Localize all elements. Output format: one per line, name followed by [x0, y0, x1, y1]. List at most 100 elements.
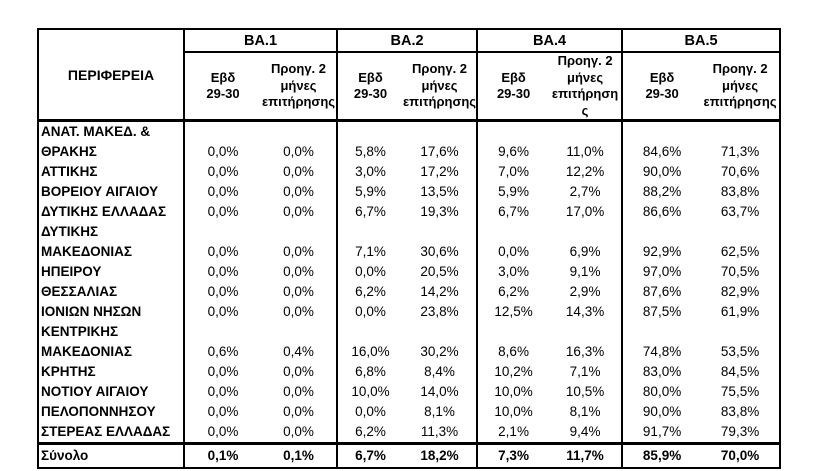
- table-row: ΝΟΤΙΟΥ ΑΙΓΑΙΟΥ 0,0% 0,0% 10,0% 14,0% 10,0% 10,…: [38, 382, 780, 402]
- table-row: ΚΕΝΤΡΙΚΗΣ ΜΑΚΕΔΟΝΙΑΣ 0,6% 0,4% 16,0% 30,2% 8,…: [38, 322, 780, 362]
- value-cell: 9,6%: [476, 120, 550, 162]
- subheader-week-ba2: Εβδ 29-30: [336, 52, 403, 122]
- value-cell: 8,1%: [424, 404, 455, 419]
- value-cell: 84,6%: [621, 120, 702, 162]
- value-cell: 92,9%: [621, 222, 702, 262]
- value-cell: 5,9%: [336, 182, 403, 202]
- value-cell: 12,2%: [565, 164, 605, 179]
- value-cell: 0,0%: [183, 162, 261, 182]
- value-cell: 14,0%: [420, 384, 459, 399]
- table-row: ΠΕΛΟΠΟΝΝΗΣΟΥ 0,0% 0,0% 0,0% 8,1% 10,0% 8,1% 90,…: [38, 402, 780, 422]
- total-row: Σύνολο 0,1% 0,1% 6,7% 18,2% 7,3% 11,7% 85,9% 70,…: [38, 442, 781, 468]
- value-cell: 8,1%: [569, 404, 601, 419]
- column-group-ba5: BA.5: [621, 29, 781, 53]
- table-row: ΑΝΑΤ. ΜΑΚΕΔ. & ΘΡΑΚΗΣ 0,0% 0,0% 5,8% 17,6% 9,…: [38, 120, 780, 162]
- value-cell: 10,0%: [476, 382, 550, 402]
- value-cell: 5,9%: [476, 182, 550, 202]
- value-cell: 74,8%: [621, 322, 702, 362]
- value-cell: 14,2%: [420, 284, 459, 299]
- value-cell: 19,3%: [420, 204, 459, 219]
- value-cell: 90,0%: [621, 162, 702, 182]
- value-cell: 0,0%: [183, 422, 261, 444]
- value-cell: 5,8%: [336, 120, 403, 162]
- value-cell: 0,0%: [283, 204, 314, 219]
- value-cell: 30,6%: [420, 244, 459, 259]
- value-cell: 17,6%: [420, 144, 459, 159]
- value-cell: 0,0%: [183, 222, 261, 262]
- value-cell: 91,7%: [621, 422, 702, 444]
- value-cell: 0,4%: [283, 344, 314, 359]
- value-cell: 0,0%: [183, 282, 261, 302]
- value-cell: 6,8%: [336, 362, 403, 382]
- value-cell: 11,3%: [420, 424, 459, 439]
- table-row: ΔΥΤΙΚΗΣ ΜΑΚΕΔΟΝΙΑΣ 0,0% 0,0% 7,1% 30,6% 0,0% 6…: [38, 222, 780, 262]
- value-cell: 9,1%: [569, 264, 601, 279]
- value-cell: 0,0%: [283, 404, 314, 419]
- total-label: Σύνολο: [38, 442, 184, 468]
- value-cell: 10,2%: [476, 362, 550, 382]
- value-cell: 90,0%: [621, 402, 702, 422]
- value-cell: 11,0%: [566, 144, 604, 159]
- value-cell: 30,2%: [420, 344, 459, 359]
- value-cell: 0,0%: [183, 362, 261, 382]
- value-cell: 62,5%: [720, 244, 760, 259]
- value-cell: 10,0%: [336, 382, 403, 402]
- region-name: ΠΕΛΟΠΟΝΝΗΣΟΥ: [41, 404, 156, 419]
- subheader-prev-ba1: Προηγ. 2 μήνες επιτήρησης: [261, 52, 337, 122]
- value-cell: 2,1%: [476, 422, 550, 444]
- value-cell: 86,6%: [621, 202, 702, 222]
- subheader-week-ba4: Εβδ 29-30: [476, 52, 550, 122]
- value-cell: 6,2%: [336, 282, 403, 302]
- value-cell: 0,0%: [183, 120, 261, 162]
- value-cell: 83,0%: [621, 362, 702, 382]
- value-cell: 0,0%: [183, 382, 261, 402]
- value-cell: 84,5%: [720, 364, 760, 379]
- value-cell: 61,9%: [720, 304, 760, 319]
- value-cell: 70,5%: [720, 264, 760, 279]
- value-cell: 14,3%: [565, 304, 605, 319]
- value-cell: 70,0%: [701, 442, 781, 468]
- table-row: ΘΕΣΣΑΛΙΑΣ 0,0% 0,0% 6,2% 14,2% 6,2% 2,9% 87,6% 8…: [38, 282, 780, 302]
- value-cell: 2,9%: [569, 284, 601, 299]
- table-row: ΒΟΡΕΙΟΥ ΑΙΓΑΙΟΥ 0,0% 0,0% 5,9% 13,5% 5,9% 2,7%…: [38, 182, 780, 202]
- table-row: ΚΡΗΤΗΣ 0,0% 0,0% 6,8% 8,4% 10,2% 7,1% 83,0% 84,5…: [38, 362, 780, 382]
- value-cell: 83,8%: [720, 184, 760, 199]
- table-row: ΙΟΝΙΩΝ ΝΗΣΩΝ 0,0% 0,0% 0,0% 23,8% 12,5% 14,3% 8…: [38, 302, 780, 322]
- value-cell: 11,7%: [549, 442, 623, 468]
- region-name: ΔΥΤΙΚΗΣ ΕΛΛΑΔΑΣ: [41, 204, 167, 219]
- value-cell: 6,2%: [476, 282, 550, 302]
- region-name: ΒΟΡΕΙΟΥ ΑΙΓΑΙΟΥ: [41, 184, 159, 199]
- table-row: ΑΤΤΙΚΗΣ 0,0% 0,0% 3,0% 17,2% 7,0% 12,2% 90,0% 70…: [38, 162, 780, 182]
- value-cell: 79,3%: [720, 424, 760, 439]
- value-cell: 7,1%: [336, 222, 403, 262]
- value-cell: 87,5%: [621, 302, 702, 322]
- value-cell: 6,7%: [336, 442, 403, 468]
- value-cell: 17,0%: [565, 204, 605, 219]
- region-name: ΙΟΝΙΩΝ ΝΗΣΩΝ: [41, 304, 142, 319]
- value-cell: 0,0%: [283, 244, 314, 259]
- value-cell: 10,0%: [476, 402, 550, 422]
- value-cell: 17,2%: [420, 164, 459, 179]
- region-name: ΚΕΝΤΡΙΚΗΣ ΜΑΚΕΔΟΝΙΑΣ: [41, 324, 132, 359]
- subheader-row: Εβδ 29-30 Προηγ. 2 μήνες επιτήρησης Εβδ …: [38, 52, 781, 122]
- region-name: ΘΕΣΣΑΛΙΑΣ: [41, 284, 118, 299]
- value-cell: 0,0%: [283, 364, 314, 379]
- value-cell: 83,8%: [720, 404, 760, 419]
- value-cell: 0,0%: [283, 384, 314, 399]
- value-cell: 0,0%: [183, 202, 261, 222]
- value-cell: 18,2%: [403, 442, 478, 468]
- value-cell: 3,0%: [336, 162, 403, 182]
- value-cell: 0,0%: [283, 284, 314, 299]
- value-cell: 0,6%: [183, 322, 261, 362]
- region-column-header: ΠΕΡΙΦΕΡΕΙΑ: [38, 29, 184, 122]
- value-cell: 0,0%: [283, 424, 314, 439]
- value-cell: 85,9%: [621, 442, 702, 468]
- value-cell: 20,5%: [420, 264, 459, 279]
- subheader-prev-ba2: Προηγ. 2 μήνες επιτήρησης: [403, 52, 478, 122]
- value-cell: 0,0%: [283, 184, 314, 199]
- subheader-week-ba5: Εβδ 29-30: [621, 52, 702, 122]
- value-cell: 88,2%: [621, 182, 702, 202]
- value-cell: 0,0%: [336, 262, 403, 282]
- value-cell: 12,5%: [476, 302, 550, 322]
- table-row: ΣΤΕΡΕΑΣ ΕΛΛΑΔΑΣ 0,0% 0,0% 6,2% 11,3% 2,1% 9,4%…: [38, 422, 780, 444]
